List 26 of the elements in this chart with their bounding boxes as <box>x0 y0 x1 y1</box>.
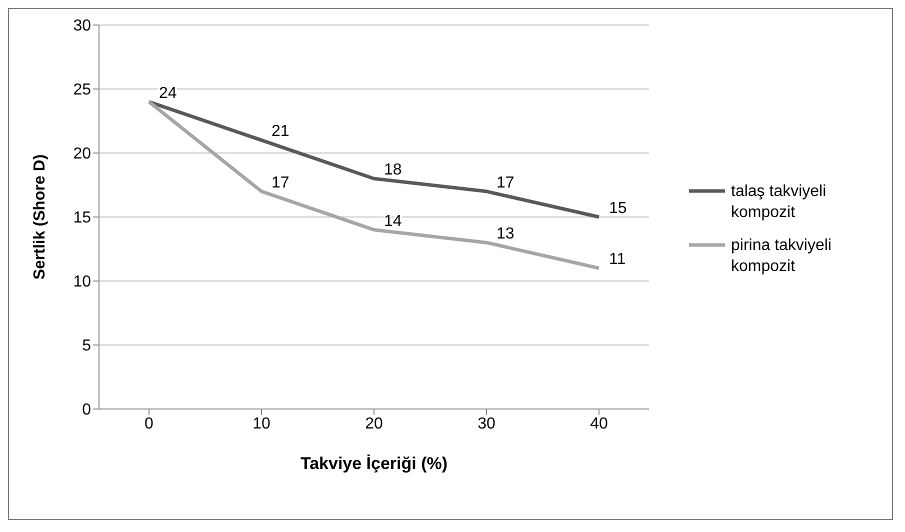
y-axis-title: Sertlik (Shore D) <box>32 154 49 280</box>
y-tick-label: 30 <box>73 18 92 35</box>
y-tick-label: 0 <box>82 402 92 419</box>
data-label: 17 <box>496 174 514 192</box>
y-tick-label: 5 <box>82 338 92 355</box>
data-label: 17 <box>272 174 290 192</box>
data-label: 24 <box>159 84 177 102</box>
legend-label: pirina takviyeli kompozit <box>731 236 832 277</box>
x-tick-label: 30 <box>478 415 496 432</box>
x-tick-label: 0 <box>144 415 154 432</box>
y-tick-label: 10 <box>73 274 92 291</box>
x-tick-label: 20 <box>365 415 383 432</box>
data-label: 21 <box>272 123 290 140</box>
line-series <box>147 100 601 270</box>
x-axis-title: Takviye İçeriği (%) <box>300 454 448 473</box>
legend-label: talaş takviyeli kompozit <box>731 182 828 223</box>
data-label: 15 <box>609 200 627 217</box>
y-tick-label: 20 <box>73 146 92 163</box>
x-tick-label: 40 <box>590 415 608 432</box>
x-tick-label: 10 <box>252 415 270 432</box>
data-label: 11 <box>609 251 626 268</box>
y-tick-label: 15 <box>73 210 92 227</box>
y-tick-label: 25 <box>73 82 92 99</box>
data-label: 14 <box>384 212 402 230</box>
data-label: 13 <box>496 226 514 243</box>
data-label: 18 <box>384 162 402 179</box>
